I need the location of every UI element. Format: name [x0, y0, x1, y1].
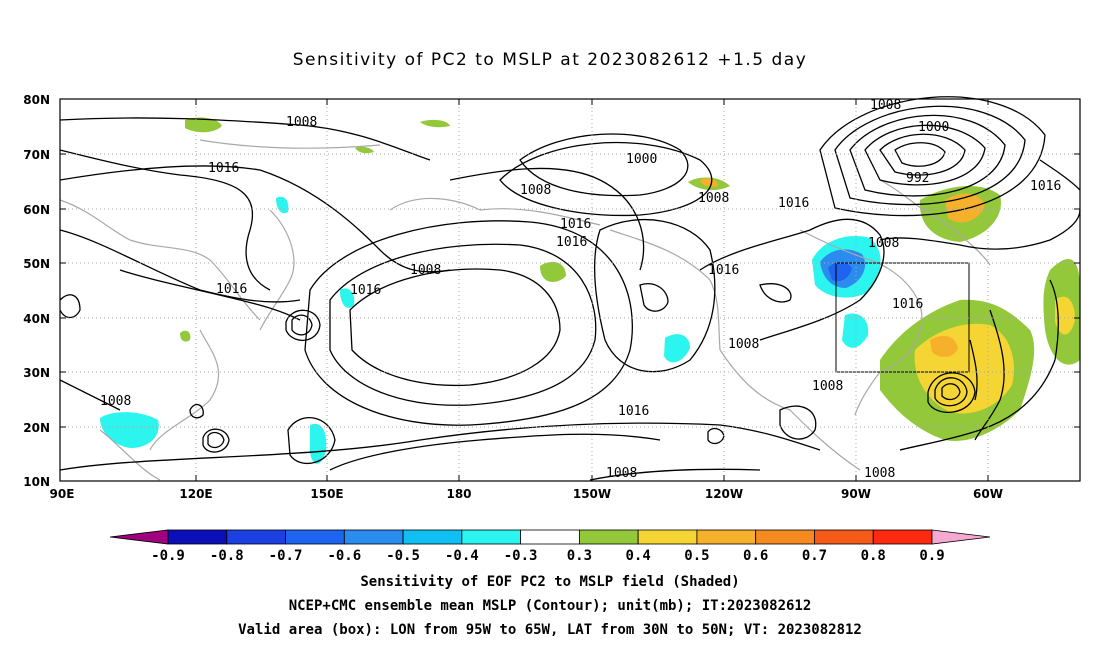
colorbar: -0.9 -0.8 -0.7 -0.6 -0.5 -0.4 -0.3 0.3 0.4 0.5 0.6… — [109, 529, 991, 564]
latitude-labels: 80N 70N 60N 50N 40N 30N 20N 10N — [23, 93, 50, 489]
lon-label-150e: 150E — [310, 487, 343, 501]
isobar-label: 1016 — [892, 297, 923, 312]
coastlines — [59, 139, 991, 481]
lon-label-90e: 90E — [50, 487, 75, 501]
footer-line-2: NCEP+CMC ensemble mean MSLP (Contour); u… — [288, 598, 812, 614]
colorbar-box — [814, 529, 874, 545]
isobar-label: 1016 — [778, 196, 809, 211]
colorbar-box — [872, 529, 933, 545]
map-title: Sensitivity of PC2 to MSLP at 2023082612… — [292, 50, 808, 70]
lat-label-30n: 30N — [23, 366, 50, 380]
isobar-label: 1000 — [918, 120, 949, 135]
colorbar-tick-label: 0.9 — [919, 548, 944, 564]
lat-label-50n: 50N — [23, 257, 50, 271]
lat-label-70n: 70N — [23, 148, 50, 162]
isobar-label: 1016 — [618, 404, 649, 419]
colorbar-right-triangle — [931, 529, 991, 545]
isobar-label: 1016 — [350, 283, 381, 298]
isobar-label: 1008 — [520, 183, 551, 198]
footer-line-1: Sensitivity of EOF PC2 to MSLP field (Sh… — [360, 574, 740, 590]
colorbar-tick-label: -0.7 — [269, 548, 303, 564]
colorbar-tick-label: -0.8 — [210, 548, 244, 564]
colorbar-tick-label: -0.9 — [151, 548, 185, 564]
lat-label-80n: 80N — [23, 93, 50, 107]
isobar-label: 1008 — [410, 263, 441, 278]
colorbar-box — [696, 529, 757, 545]
lat-label-20n: 20N — [23, 421, 50, 435]
colorbar-left-triangle — [109, 529, 169, 545]
map-frame — [59, 98, 1081, 482]
colorbar-box — [167, 529, 228, 545]
isobar-label: 1008 — [286, 115, 317, 130]
isobar-label: 1008 — [868, 236, 899, 251]
isobar-label: 1016 — [216, 282, 247, 297]
colorbar-box — [461, 529, 522, 545]
colorbar-box — [578, 529, 639, 545]
isobar-labels: 1008 1016 1016 1008 1016 1000 1008 1016 … — [100, 98, 1061, 481]
colorbar-box — [637, 529, 698, 545]
isobar-label: 1008 — [728, 337, 759, 352]
colorbar-box — [285, 529, 345, 545]
mslp-isobars — [59, 96, 1081, 481]
isobar-label: 1016 — [708, 263, 739, 278]
isobar-label: 1016 — [560, 217, 591, 232]
colorbar-tick-label: 0.8 — [861, 548, 886, 564]
colorbar-tick-label: -0.6 — [327, 548, 361, 564]
lat-label-60n: 60N — [23, 203, 50, 217]
colorbar-box — [755, 529, 815, 545]
isobar-label: 1016 — [556, 235, 587, 250]
colorbar-tick-label: -0.5 — [386, 548, 420, 564]
map-panel: 1008 1016 1016 1008 1016 1000 1008 1016 … — [23, 93, 1081, 501]
isobar-label: 1008 — [100, 394, 131, 409]
isobar-label: 1008 — [698, 191, 729, 206]
lon-label-120e: 120E — [179, 487, 212, 501]
isobar-label: 1016 — [208, 161, 239, 176]
colorbar-tick-label: -0.4 — [445, 548, 479, 564]
colorbar-box — [226, 529, 286, 545]
isobar-label: 992 — [906, 171, 929, 186]
tick-marks — [60, 98, 1080, 481]
isobar-label: 1000 — [626, 152, 657, 167]
lat-label-40n: 40N — [23, 312, 50, 326]
footer-line-3: Valid area (box): LON from 95W to 65W, L… — [238, 622, 862, 638]
isobar-label: 1008 — [606, 466, 637, 481]
longitude-labels: 90E 120E 150E 180 150W 120W 90W 60W — [50, 487, 1003, 501]
isobar-label: 1008 — [864, 466, 895, 481]
lon-label-90w: 90W — [841, 487, 871, 501]
isobar-label: 1008 — [812, 379, 843, 394]
colorbar-box — [343, 529, 404, 545]
lon-label-150w: 150W — [573, 487, 611, 501]
colorbar-tick-label: 0.6 — [743, 548, 768, 564]
lon-label-60w: 60W — [973, 487, 1003, 501]
colorbar-tick-label: 0.5 — [684, 548, 709, 564]
colorbar-box — [402, 529, 463, 545]
colorbar-box — [520, 529, 580, 545]
colorbar-tick-label: 0.3 — [567, 548, 592, 564]
isobar-label: 1008 — [870, 98, 901, 113]
lat-label-10n: 10N — [23, 475, 50, 489]
colorbar-tick-label: -0.3 — [504, 548, 538, 564]
lon-label-180: 180 — [446, 487, 471, 501]
isobar-label: 1016 — [1030, 179, 1061, 194]
colorbar-tick-label: 0.7 — [802, 548, 827, 564]
lon-label-120w: 120W — [705, 487, 743, 501]
colorbar-tick-label: 0.4 — [626, 548, 651, 564]
